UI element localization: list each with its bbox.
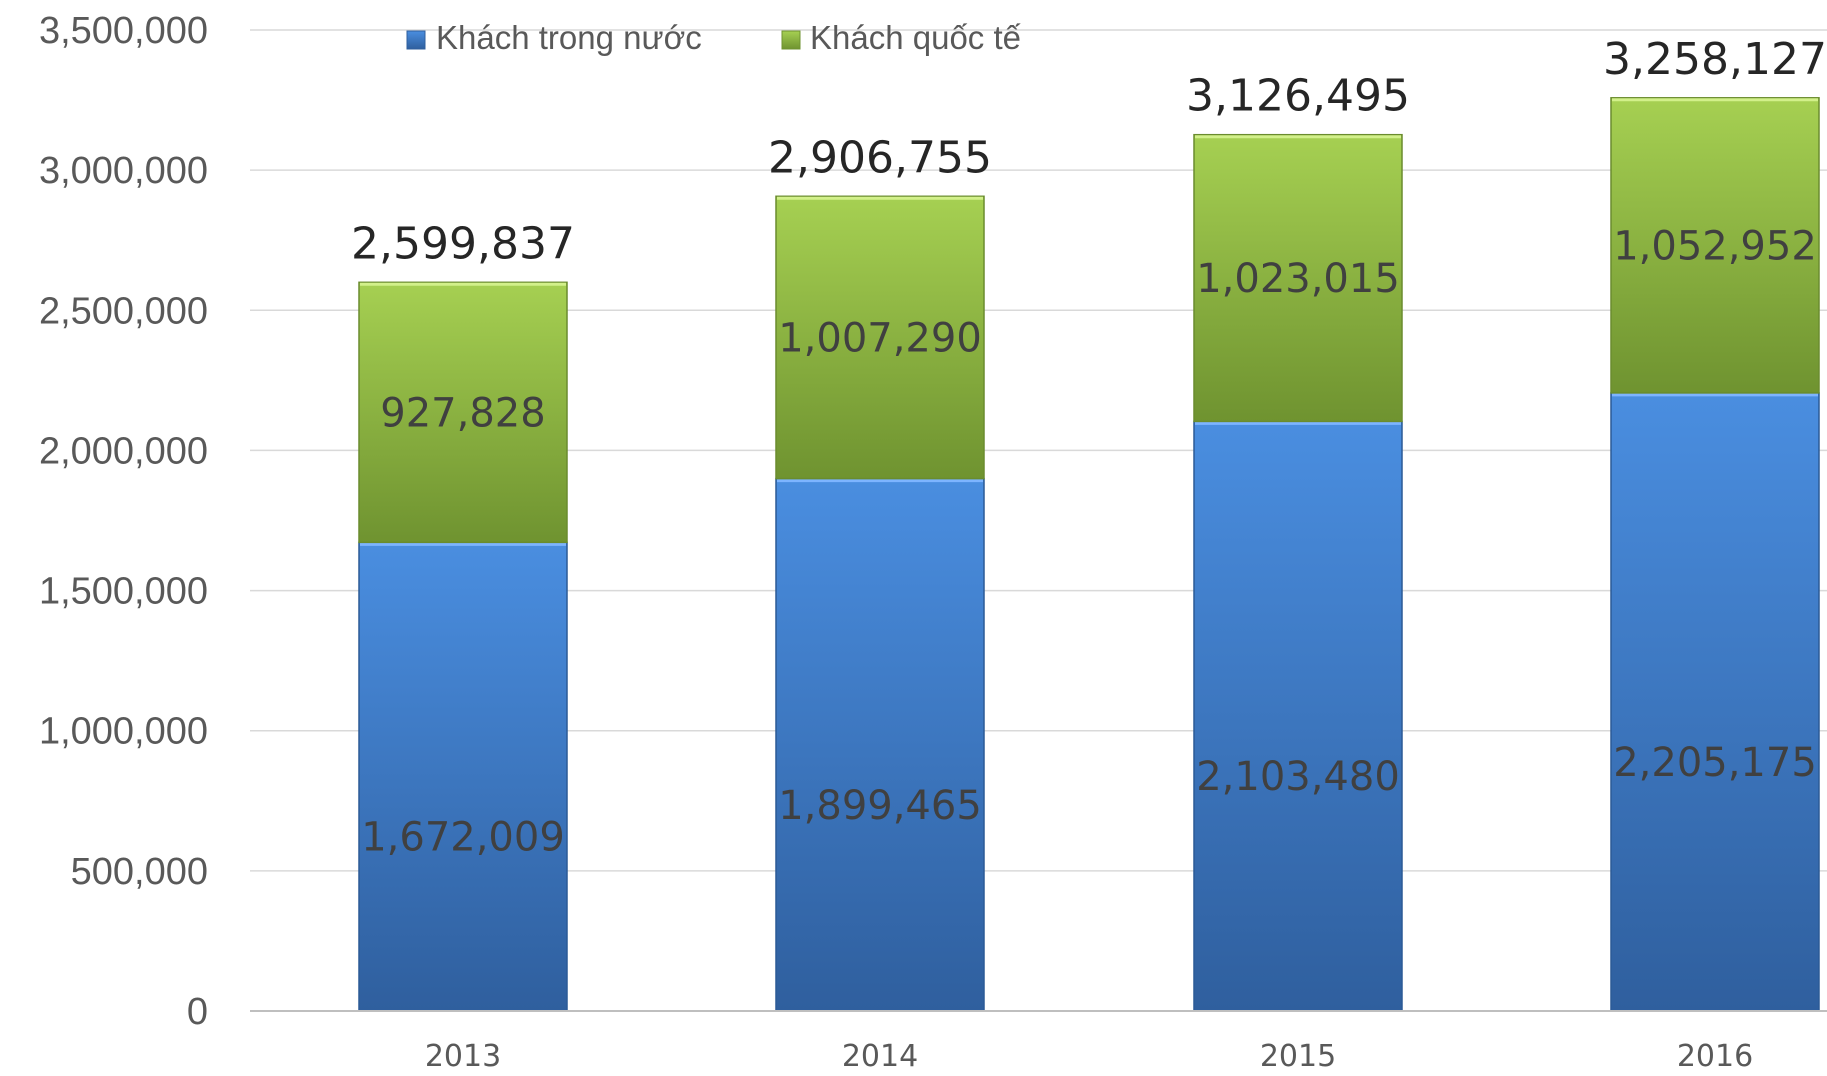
axes: 0 500,000 1,000,000 1,500,000 2,000,000 2,500… (39, 10, 1827, 1074)
legend-label-international: Khách quốc tế (810, 19, 1021, 56)
bars (358, 97, 1820, 1012)
y-tick-label: 1,000,000 (39, 711, 208, 753)
data-label-total: 2,906,755 (768, 132, 992, 183)
x-tick-label: 2015 (1260, 1039, 1336, 1074)
data-label-international: 1,052,952 (1613, 223, 1817, 269)
bar-segment-international (1610, 97, 1820, 394)
data-label-international: 927,828 (380, 390, 545, 436)
bar-segment-domestic (1610, 392, 1820, 1012)
y-tick-label: 500,000 (71, 851, 208, 893)
data-label-total: 3,126,495 (1186, 71, 1410, 122)
legend: Khách trong nước Khách quốc tế (406, 19, 1021, 56)
bar-segment-international (358, 281, 568, 544)
y-tick-label: 0 (187, 991, 208, 1033)
x-tick-label: 2013 (425, 1039, 501, 1074)
data-label-total: 2,599,837 (351, 218, 575, 269)
y-tick-label: 1,500,000 (39, 571, 208, 613)
legend-swatch-international (781, 30, 801, 50)
x-tick-label: 2014 (842, 1039, 918, 1074)
data-label-total: 3,258,127 (1603, 34, 1827, 85)
data-label-international: 1,007,290 (778, 315, 982, 361)
y-tick-label: 3,000,000 (39, 150, 208, 192)
y-tick-label: 3,500,000 (39, 10, 208, 52)
y-tick-label: 2,000,000 (39, 430, 208, 472)
bar-segment-domestic (358, 541, 568, 1012)
data-label-domestic: 1,899,465 (778, 783, 982, 829)
bar-segment-domestic (1193, 420, 1403, 1012)
data-label-domestic: 2,205,175 (1613, 740, 1817, 786)
data-label-international: 1,023,015 (1196, 256, 1400, 302)
x-tick-label: 2016 (1677, 1039, 1753, 1074)
data-label-domestic: 1,672,009 (361, 815, 565, 861)
legend-label-domestic: Khách trong nước (436, 19, 702, 56)
data-label-domestic: 2,103,480 (1196, 754, 1400, 800)
bar-segment-domestic (775, 477, 985, 1012)
legend-swatch-domestic (406, 30, 426, 50)
y-tick-label: 2,500,000 (39, 290, 208, 332)
bar-segment-international (775, 195, 985, 480)
bar-segment-international (1193, 133, 1403, 423)
data-labels: 1,672,009 927,828 2,599,837 1,899,465 1,007,… (351, 34, 1827, 861)
